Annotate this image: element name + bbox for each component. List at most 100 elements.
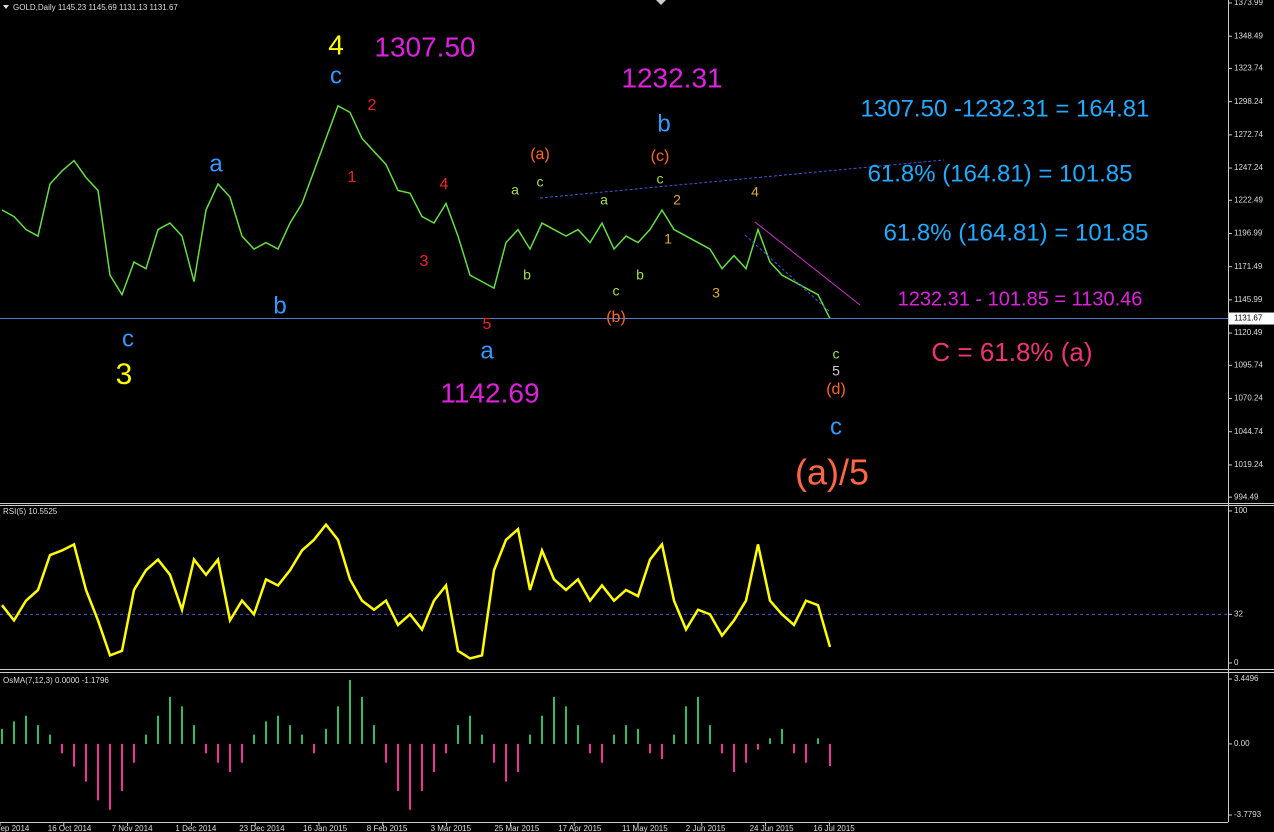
histogram-bar	[61, 743, 63, 754]
wave-label: 1232.31 - 101.85 = 1130.46	[898, 288, 1143, 310]
osma-title: OsMA(7,12,3) 0.0000 -1.1796	[3, 676, 109, 685]
y-tick-label: 1348.49	[1234, 31, 1263, 40]
wave-label: 5	[832, 363, 840, 379]
histogram-bar	[85, 743, 87, 782]
histogram-bar	[781, 728, 783, 744]
shift-marker	[656, 0, 666, 5]
wave-label: 3	[116, 358, 133, 391]
channel-line	[539, 159, 945, 199]
wave-label: 1	[664, 231, 672, 247]
x-tick-label: 1 Dec 2014	[175, 824, 216, 832]
wave-label: 3	[420, 253, 429, 270]
histogram-bar	[265, 721, 267, 744]
x-tick-label: 16 Jul 2015	[813, 824, 855, 832]
histogram-bar	[625, 725, 627, 744]
y-tick-label: 100	[1234, 506, 1248, 515]
x-tick-label: 24 Sep 2014	[0, 824, 30, 832]
wave-label: 4	[328, 29, 344, 60]
histogram-bar	[445, 743, 447, 754]
histogram-bar	[13, 721, 15, 744]
histogram-bar	[661, 743, 663, 759]
histogram-bar	[517, 743, 519, 773]
wave-label: (d)	[826, 381, 846, 398]
histogram-bar	[589, 743, 591, 754]
menu-arrow[interactable]	[3, 5, 9, 9]
y-tick-label: 1196.99	[1234, 229, 1263, 238]
y-tick-label: 1247.24	[1234, 163, 1263, 172]
histogram-bar	[481, 734, 483, 744]
wave-label: c	[833, 346, 840, 362]
channel-line	[754, 221, 861, 306]
wave-label: b	[636, 267, 644, 283]
histogram-bar	[673, 734, 675, 744]
wave-label: c	[830, 413, 842, 440]
histogram-bar	[385, 743, 387, 763]
y-tick-label: 994.49	[1234, 492, 1259, 501]
wave-label: (c)	[651, 148, 670, 165]
histogram-bar	[313, 743, 315, 754]
wave-label: 2	[673, 192, 681, 208]
chart-title: GOLD,Daily 1145.23 1145.69 1131.13 1131.…	[13, 3, 178, 12]
histogram-bar	[733, 743, 735, 773]
wave-label: 4	[751, 184, 759, 200]
wave-label: 5	[483, 316, 492, 333]
x-tick-label: 8 Feb 2015	[367, 824, 408, 832]
y-tick-label: 1272.74	[1234, 130, 1263, 139]
wave-label: c	[657, 171, 664, 187]
wave-label: a	[600, 192, 608, 208]
last-price-label: 1131.67	[1234, 314, 1263, 323]
wave-label: 61.8% (164.81) = 101.85	[884, 219, 1149, 246]
histogram-bar	[409, 743, 411, 810]
histogram-bar	[241, 743, 243, 763]
wave-label: a	[480, 337, 494, 364]
histogram-bar	[337, 706, 339, 744]
histogram-bar	[493, 743, 495, 763]
y-tick-label: 3.4496	[1234, 674, 1259, 683]
wave-label: c	[613, 283, 620, 299]
y-tick-label: 1373.99	[1234, 0, 1263, 7]
x-tick-label: 3 Mar 2015	[431, 824, 472, 832]
y-tick-label: 32	[1234, 609, 1243, 618]
last-price-box	[1229, 312, 1274, 325]
wave-label: 1232.31	[621, 62, 722, 93]
histogram-bar	[577, 725, 579, 744]
y-tick-label: 1070.24	[1234, 394, 1263, 403]
wave-label: C = 61.8% (a)	[931, 337, 1092, 367]
y-tick-label: 1044.74	[1234, 427, 1263, 436]
wave-label: 4	[440, 176, 449, 193]
histogram-bar	[301, 734, 303, 744]
y-tick-label: -3.7793	[1234, 810, 1262, 819]
wave-label: 3	[712, 285, 720, 301]
x-tick-label: 7 Nov 2014	[112, 824, 153, 832]
x-tick-label: 24 Jun 2015	[750, 824, 795, 832]
histogram-bar	[709, 725, 711, 744]
histogram-bar	[469, 715, 471, 744]
histogram-bar	[553, 696, 555, 744]
histogram-bar	[73, 743, 75, 767]
y-tick-label: 1095.74	[1234, 360, 1263, 369]
y-tick-label: 1120.49	[1234, 328, 1263, 337]
wave-label: b	[273, 292, 286, 319]
histogram-bar	[1, 728, 3, 744]
histogram-bar	[757, 743, 759, 750]
x-tick-label: 23 Dec 2014	[239, 824, 285, 832]
channel-line	[744, 234, 831, 313]
wave-label: b	[657, 110, 670, 137]
histogram-bar	[37, 725, 39, 744]
y-tick-label: 0	[1234, 658, 1239, 667]
wave-label: a	[511, 182, 519, 198]
x-tick-label: 16 Jan 2015	[303, 824, 348, 832]
wave-label: 1307.50 -1232.31 = 164.81	[861, 95, 1150, 122]
histogram-bar	[349, 679, 351, 744]
histogram-bar	[361, 696, 363, 744]
wave-label: c	[122, 325, 134, 352]
histogram-bar	[805, 743, 807, 763]
histogram-bar	[697, 696, 699, 744]
histogram-bar	[613, 734, 615, 744]
wave-label: (a)	[530, 146, 550, 163]
histogram-bar	[433, 743, 435, 773]
histogram-bar	[373, 725, 375, 744]
histogram-bar	[745, 743, 747, 763]
